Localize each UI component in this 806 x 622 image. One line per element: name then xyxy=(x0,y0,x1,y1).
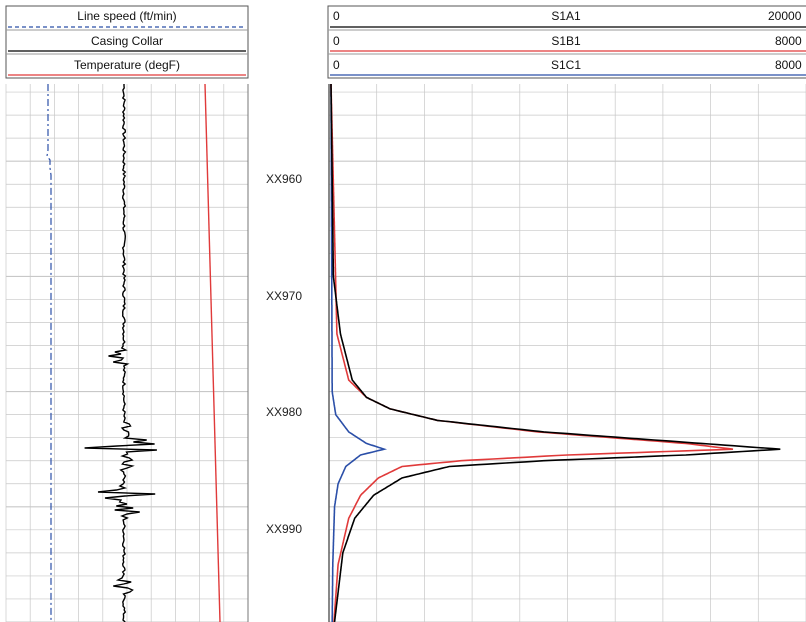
depth-label-xx970: XX970 xyxy=(266,289,302,303)
s1b1-curve xyxy=(330,84,734,622)
right-track-grid xyxy=(329,84,806,622)
casing-collar-curve xyxy=(84,84,157,622)
temperature-label: Temperature (degF) xyxy=(74,58,180,72)
s1a1-name-label: S1A1 xyxy=(551,9,581,23)
depth-track: XX960 XX970 XX980 XX990 xyxy=(266,172,302,536)
line-speed-curve xyxy=(46,84,52,622)
s1c1-curve xyxy=(330,84,388,622)
s1b1-name-label: S1B1 xyxy=(551,34,581,48)
s1c1-name-label: S1C1 xyxy=(551,58,581,72)
line-speed-label: Line speed (ft/min) xyxy=(77,9,176,23)
s1b1-min-label: 0 xyxy=(333,34,340,48)
left-header-frame xyxy=(5,5,249,79)
s1c1-max-label: 8000 xyxy=(775,58,802,72)
right-track-header: 0 S1A1 20000 0 S1B1 8000 0 S1C1 8000 xyxy=(327,5,806,79)
log-curves xyxy=(46,83,781,622)
casing-collar-label: Casing Collar xyxy=(91,34,163,48)
s1a1-min-label: 0 xyxy=(333,9,340,23)
temperature-curve xyxy=(204,83,221,622)
left-track-header: Line speed (ft/min) Casing Collar Temper… xyxy=(5,5,249,79)
depth-label-xx960: XX960 xyxy=(266,172,302,186)
s1a1-max-label: 20000 xyxy=(768,9,802,23)
s1b1-max-label: 8000 xyxy=(775,34,802,48)
s1a1-curve xyxy=(330,84,781,622)
left-track-grid xyxy=(5,84,249,622)
s1c1-min-label: 0 xyxy=(333,58,340,72)
right-header-frame xyxy=(327,5,806,79)
depth-label-xx990: XX990 xyxy=(266,522,302,536)
depth-label-xx980: XX980 xyxy=(266,405,302,419)
